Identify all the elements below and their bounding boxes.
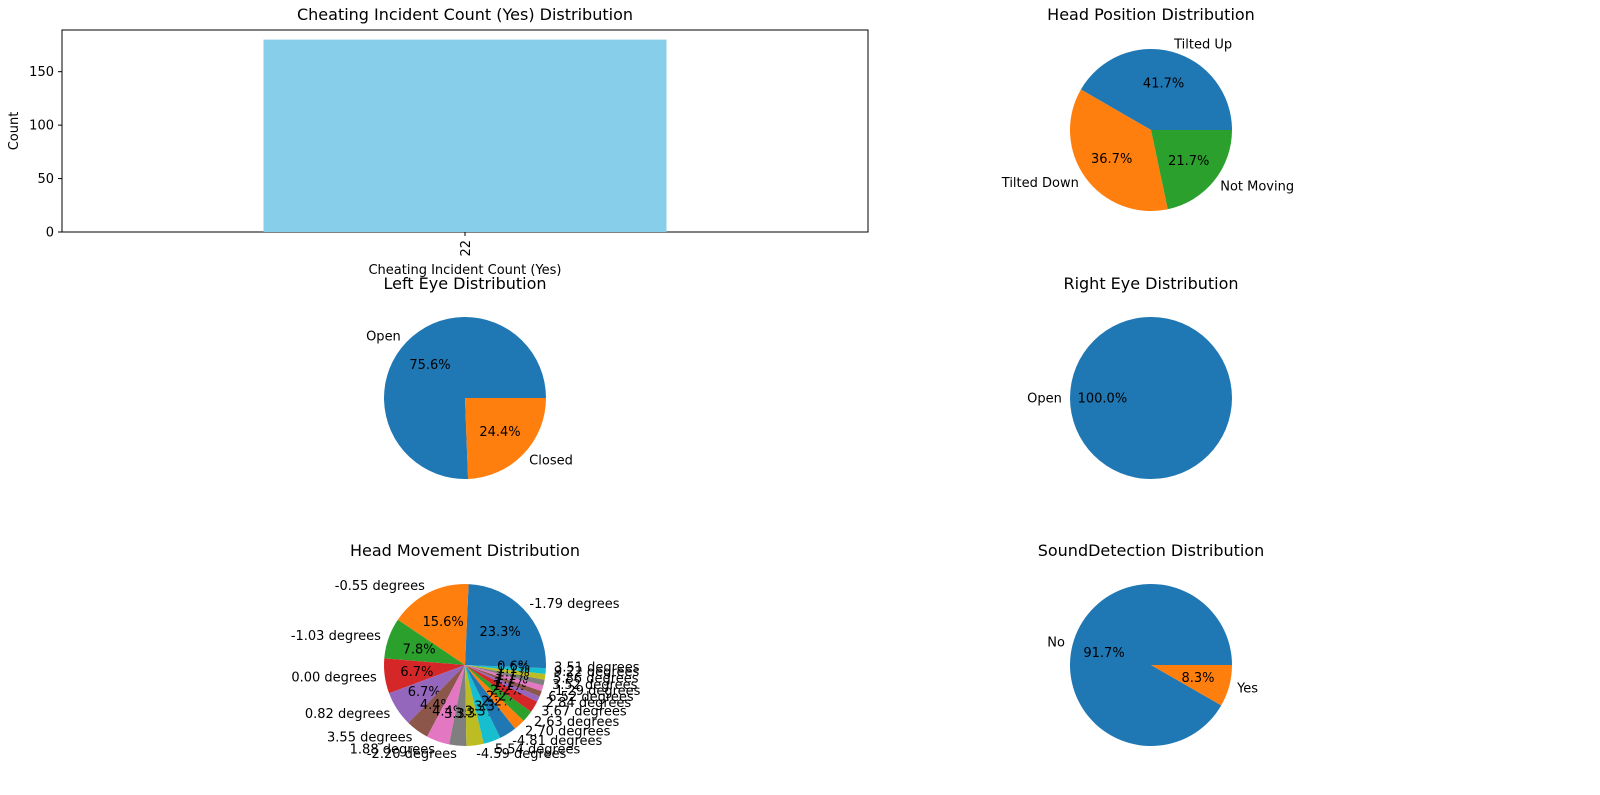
y-tick-label: 150	[29, 65, 54, 80]
bar-y-axis: 0 50 100 150	[29, 65, 62, 241]
pie-slice	[465, 665, 544, 692]
pie-label: -4.81 degrees	[512, 734, 602, 749]
pie-label: 6.52 degrees	[548, 690, 634, 705]
right-eye-pie-panel: Right Eye Distribution Open 100.0%	[1027, 274, 1239, 479]
pie-slice	[465, 398, 546, 479]
pie-label: -0.55 degrees	[335, 579, 425, 594]
pie-label: Tilted Up	[1173, 37, 1232, 52]
pie-slice	[408, 665, 465, 737]
pie-pct-label: 41.7%	[1143, 77, 1184, 92]
pie-label: -1.29 degrees	[550, 684, 640, 699]
bar	[263, 39, 667, 232]
pie-slice	[389, 665, 465, 723]
pie-label: Open	[1027, 392, 1062, 407]
pie-label: 2.63 degrees	[534, 715, 620, 730]
pie-label: 3.51 degrees	[554, 660, 640, 675]
pie-label: Closed	[529, 453, 573, 468]
pie-label: 3.52 degrees	[552, 678, 638, 693]
pie-slice	[465, 665, 538, 712]
pie-slice	[1080, 49, 1232, 130]
pie-slice	[1070, 317, 1232, 479]
pie-label: 1.88 degrees	[350, 742, 436, 757]
head-movement-pie-title: Head Movement Distribution	[350, 541, 580, 560]
pie-pct-label: 0.6%	[497, 659, 530, 674]
pie-pct-label: 100.0%	[1078, 392, 1128, 407]
left-eye-pie-panel: Left Eye Distribution Open 75.6% Closed 24.…	[366, 274, 573, 479]
pie-slice	[465, 665, 516, 738]
pie-label: No	[1047, 636, 1065, 651]
pie-label: Yes	[1236, 681, 1258, 696]
bar-x-axis-label: Cheating Incident Count (Yes)	[368, 263, 561, 278]
bar-marks	[263, 39, 667, 232]
pie-label: -1.03 degrees	[291, 629, 381, 644]
pie-slice	[465, 665, 542, 697]
pie-slice	[465, 665, 484, 746]
pie-pct-label: 6.7%	[408, 685, 441, 700]
pie-pct-label: 24.4%	[479, 425, 520, 440]
pie-slice	[383, 658, 465, 694]
y-tick-label: 0	[46, 226, 54, 241]
pie-slice	[465, 665, 532, 721]
bar-chart-title: Cheating Incident Count (Yes) Distributi…	[297, 5, 633, 24]
pie-pct-label: 75.6%	[409, 358, 450, 373]
pie-slice	[397, 584, 469, 665]
x-tick-label: 22	[459, 240, 474, 257]
pie-label: Tilted Down	[1001, 176, 1079, 191]
pie-label: 3.55 degrees	[327, 730, 413, 745]
left-eye-pie-title: Left Eye Distribution	[383, 274, 546, 293]
pie-label: 0.82 degrees	[305, 707, 391, 722]
pie-pct-label: 91.7%	[1083, 646, 1124, 661]
pie-label: 0.00 degrees	[291, 671, 377, 686]
pie-label: 2.84 degrees	[546, 696, 632, 711]
pie-label: 5.86 degrees	[553, 672, 639, 687]
pie-slice	[465, 665, 545, 686]
pie-slice	[449, 665, 467, 746]
pie-label: 9.22 degrees	[554, 665, 640, 680]
y-tick-label: 50	[37, 172, 54, 187]
sound-detection-pie-panel: SoundDetection Distribution No 91.7% Yes 8.…	[1038, 541, 1265, 746]
pie-pct-label: 7.8%	[403, 642, 436, 657]
pie-label: -2.20 degrees	[367, 747, 457, 762]
sound-detection-pie-title: SoundDetection Distribution	[1038, 541, 1265, 560]
pie-pct-label: 15.6%	[422, 615, 463, 630]
pie-label: Open	[366, 330, 401, 345]
pie-slice	[465, 665, 524, 729]
pie-label: 3.67 degrees	[541, 705, 627, 720]
bar-x-axis: 22	[459, 232, 474, 257]
pie-pct-label: 6.7%	[400, 665, 433, 680]
head-movement-pie-panel: Head Movement Distribution -1.79 degrees…	[291, 541, 641, 762]
bar-y-axis-label: Count	[7, 112, 22, 151]
pie-label: 2.70 degrees	[525, 724, 611, 739]
right-eye-pie-title: Right Eye Distribution	[1063, 274, 1238, 293]
head-position-pie-panel: Head Position Distribution Tilted Up 41.7…	[1001, 5, 1294, 211]
pie-slice	[465, 665, 546, 680]
pie-slice	[1070, 583, 1232, 746]
pie-slice	[1070, 89, 1168, 211]
head-position-pie-title: Head Position Distribution	[1047, 5, 1255, 24]
pie-label: -4.59 degrees	[476, 747, 566, 762]
pie-slice	[465, 584, 546, 665]
y-tick-label: 100	[29, 119, 54, 134]
pie-slice	[465, 665, 546, 669]
pie-label: -1.79 degrees	[529, 597, 619, 612]
pie-pct-label: 23.3%	[479, 625, 520, 640]
pie-label: 5.54 degrees	[495, 742, 581, 757]
pie-slice	[1151, 130, 1232, 210]
pie-slice	[427, 665, 465, 745]
pie-pct-label: 21.7%	[1168, 154, 1209, 169]
pie-slice	[465, 665, 546, 675]
pie-slice	[465, 665, 540, 702]
pie-slice	[465, 665, 501, 744]
pie-pct-label: 36.7%	[1091, 152, 1132, 167]
bar-chart-panel: Cheating Incident Count (Yes) Distributi…	[7, 5, 869, 278]
pie-label: Not Moving	[1220, 180, 1294, 195]
pie-pct-label: 8.3%	[1181, 671, 1214, 686]
pie-slice	[1151, 665, 1232, 706]
pie-slice	[384, 619, 465, 665]
